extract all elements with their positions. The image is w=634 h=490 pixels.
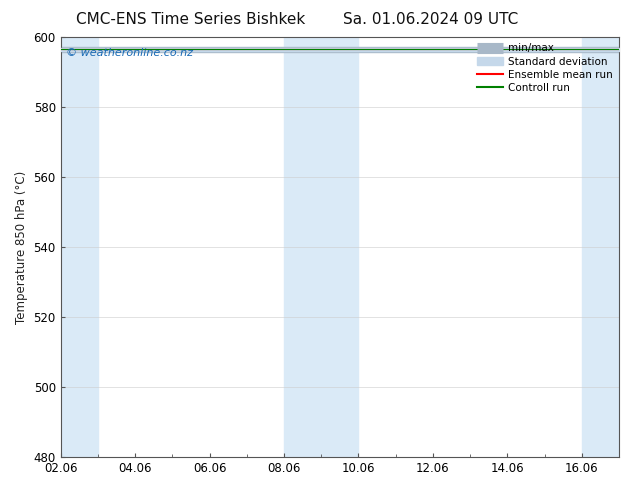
Text: Sa. 01.06.2024 09 UTC: Sa. 01.06.2024 09 UTC [344,12,519,27]
Text: CMC-ENS Time Series Bishkek: CMC-ENS Time Series Bishkek [75,12,305,27]
Bar [284,37,358,457]
Bar [61,37,98,457]
Legend: min/max, Standard deviation, Ensemble mean run, Controll run: min/max, Standard deviation, Ensemble me… [472,39,617,97]
Bar [582,37,619,457]
Y-axis label: Temperature 850 hPa (°C): Temperature 850 hPa (°C) [15,171,28,324]
Text: © weatheronline.co.nz: © weatheronline.co.nz [66,48,193,58]
